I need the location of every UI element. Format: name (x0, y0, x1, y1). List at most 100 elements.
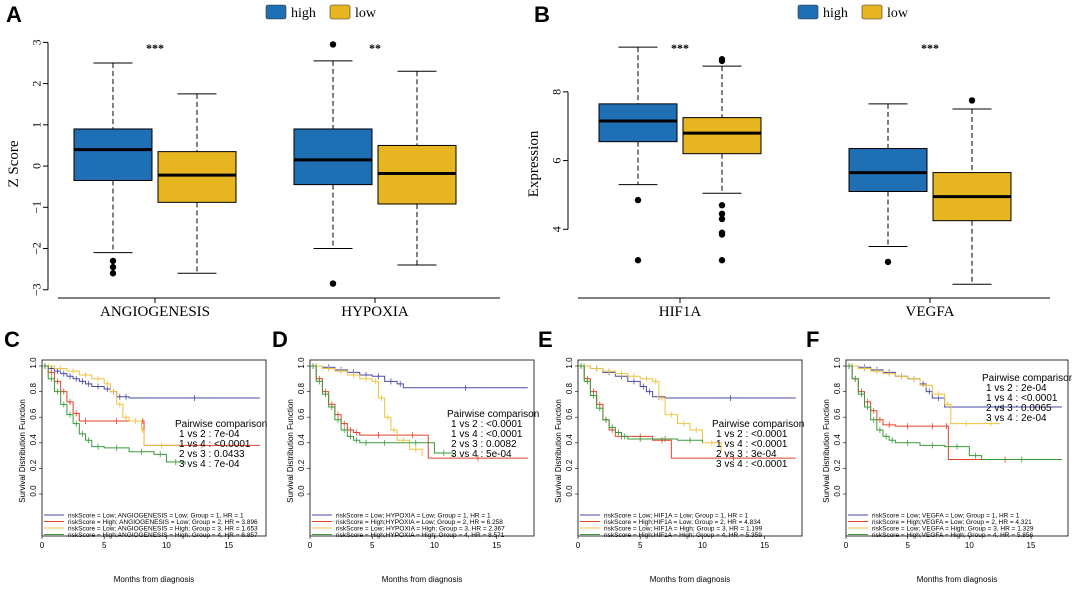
outlier-point (109, 257, 117, 265)
y-axis-title: Expression (526, 130, 542, 197)
km-legend: riskScore = Low; HIF1A = Low; Group = 1,… (580, 512, 763, 539)
y-tick-label: 8 (550, 89, 564, 95)
pairwise-row: 1 vs 2 : 2e-04 (986, 383, 1047, 394)
y-tick-label: 0.8 (833, 382, 842, 394)
outlier-point (718, 56, 726, 63)
x-tick-label: 10 (162, 541, 171, 550)
significance-marker: *** (921, 41, 939, 55)
km-legend-entry: riskScore = High;HIF1A = High; Group = 4… (604, 532, 762, 539)
y-tick-label: 0.2 (29, 459, 38, 471)
y-tick-label: 0.8 (565, 382, 574, 394)
pairwise-row: 1 vs 4 : <0.0001 (179, 439, 251, 450)
y-tick-label: 0.2 (565, 459, 574, 471)
outlier-point (109, 263, 117, 271)
km-panel-c: C 0.0 0.2 0.4 0.6 0.8 1.0 0 5 10 15 Months from dia… (4, 327, 267, 584)
y-tick-label: 0.4 (297, 434, 306, 446)
x-tick-label: 10 (965, 541, 974, 550)
km-curve-group-4 (846, 363, 1062, 463)
legend-label-high: high (823, 6, 848, 21)
y-tick-label: 0.4 (833, 434, 842, 446)
km-legend-entry: riskScore = High;HYPOXIA = Low; Group = … (336, 519, 503, 526)
outlier-point (718, 210, 726, 218)
y-tick-label: 3 (30, 39, 44, 45)
legend-label-low: low (355, 6, 377, 21)
x-tick-label: VEGFA (906, 304, 955, 320)
km-curve-group-3 (846, 363, 1001, 427)
y-tick-label: 0.4 (565, 434, 574, 446)
x-tick-label: 15 (224, 541, 233, 550)
legend: high low (797, 4, 909, 21)
box-high-vegfa (848, 103, 928, 266)
km-panel-d: D 0.0 0.2 0.4 0.6 0.8 1.0 0 5 10 15 Months from dia… (272, 327, 539, 584)
km-panel-e: E 0.0 0.2 0.4 0.6 0.8 1.0 0 5 10 15 Months from dia… (538, 327, 804, 584)
km-curve-group-3 (578, 363, 722, 452)
outlier-point (884, 258, 892, 266)
box-low-hypoxia (377, 70, 457, 266)
y-tick-label: 0.0 (565, 485, 574, 497)
panel-letter: B (534, 2, 550, 27)
significance-marker: *** (146, 41, 164, 55)
km-legend-entry: riskScore = Low; HYPOXIA = High; Group =… (336, 525, 505, 532)
y-tick-label: 0.6 (565, 408, 574, 420)
pairwise-row: 1 vs 2 : <0.0001 (451, 419, 523, 430)
legend-label-low: low (887, 6, 909, 21)
pairwise-title: Pairwise comparison (712, 419, 804, 430)
x-tick-label: 0 (40, 541, 45, 550)
x-tick-label: 0 (308, 541, 313, 550)
outlier-point (718, 257, 726, 264)
km-legend-entry: riskScore = High;HIF1A = Low; Group = 2,… (604, 519, 761, 526)
x-tick-label: 5 (905, 541, 910, 550)
panel-letter: D (272, 327, 288, 352)
y-tick-label: 0.2 (833, 459, 842, 471)
pairwise-row: 1 vs 4 : <0.0001 (716, 439, 788, 450)
y-tick-label: 1 (30, 122, 44, 128)
km-legend-entry: riskScore = Low; VEGFA = High; Group = 3… (872, 525, 1034, 532)
pairwise-row: 2 vs 3 : 3e-04 (716, 449, 777, 460)
plot-frame (309, 359, 535, 537)
km-step-line (42, 365, 179, 446)
y-axis-title: Survival Distribution Function (554, 399, 563, 503)
y-axis-title: Z Score (6, 140, 22, 187)
km-curve-group-1 (310, 363, 528, 391)
y-tick-label: 4 (550, 226, 564, 232)
pairwise-title: Pairwise comparison (447, 409, 539, 420)
x-axis-title: Months from diagnosis (650, 575, 730, 584)
y-tick-label: 0.6 (833, 408, 842, 420)
km-legend-entry: riskScore = Low; ANGIOGENESIS = Low; Gro… (68, 512, 244, 519)
km-curve-group-4 (42, 363, 186, 465)
pairwise-row: 1 vs 4 : <0.0001 (451, 429, 523, 440)
km-legend: riskScore = Low; VEGFA = Low; Group = 1,… (848, 512, 1034, 539)
box-body (682, 117, 762, 155)
outlier-point (718, 215, 726, 223)
panel-letter: C (4, 327, 20, 352)
pairwise-row: 1 vs 4 : <0.0001 (986, 393, 1058, 404)
km-legend-entry: riskScore = High;VEGFA = Low; Group = 2,… (872, 519, 1032, 526)
legend-swatch-low (861, 4, 883, 20)
panel-letter: A (6, 2, 22, 27)
km-step-line (42, 365, 186, 465)
km-step-line (846, 365, 1001, 425)
y-tick-label: 1.0 (29, 357, 38, 369)
pairwise-title: Pairwise comparison (175, 419, 267, 430)
plot-frame (41, 359, 267, 537)
box-body (73, 128, 153, 181)
km-legend: riskScore = Low; HYPOXIA = Low; Group = … (312, 512, 505, 539)
y-tick-label: 0 (30, 163, 44, 169)
legend: high low (265, 4, 377, 21)
km-curve-group-3 (42, 363, 179, 449)
outlier-point (329, 41, 337, 48)
box-low-angiogenesis (157, 93, 237, 274)
km-panel-f: F 0.0 0.2 0.4 0.6 0.8 1.0 0 5 10 15 Months from dia… (806, 327, 1072, 584)
y-tick-label: 1.0 (565, 357, 574, 369)
km-legend-entry: riskScore = Low; HYPOXIA = Low; Group = … (336, 512, 491, 519)
km-step-line (310, 365, 454, 456)
significance-marker: *** (671, 41, 689, 55)
legend-swatch-high (797, 4, 819, 20)
pairwise-row: 1 vs 2 : 7e-04 (179, 429, 240, 440)
y-axis-title: Survival Distribution Function (18, 399, 27, 503)
outlier-point (634, 196, 642, 204)
